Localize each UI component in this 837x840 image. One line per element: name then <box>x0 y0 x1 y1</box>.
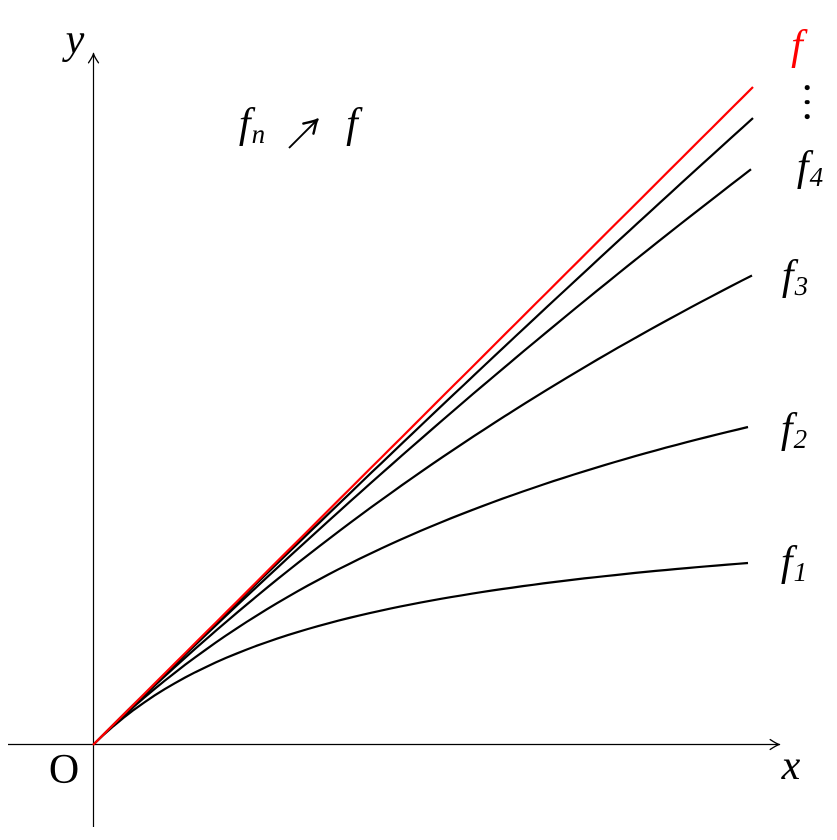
nearrow-icon <box>288 118 319 149</box>
annotation-fn-base: f <box>238 101 251 147</box>
curve-label-f2: f2 <box>780 406 807 452</box>
curve-label-f3: f3 <box>781 253 808 299</box>
x-axis-label: x <box>782 745 801 787</box>
x-axis-label-text: x <box>781 743 801 789</box>
curve-label-f2-base: f <box>780 406 793 452</box>
curves-group <box>92 86 754 746</box>
vdots-icon <box>804 85 810 119</box>
curve-label-f4-sub: 4 <box>809 161 824 192</box>
curve-label-f: f <box>791 25 803 67</box>
curve-f_limit <box>92 86 754 746</box>
curve-f2 <box>92 425 749 746</box>
annotation-limit-text: f <box>346 101 358 147</box>
curve-label-f4-base: f <box>796 144 809 190</box>
curve-label-f1: f1 <box>780 539 807 585</box>
y-axis-label: y <box>66 19 85 61</box>
curve-label-f3-sub: 3 <box>794 270 809 301</box>
annotation-fn-sub: n <box>251 118 266 149</box>
origin-label-text: O <box>48 747 80 793</box>
curve-label-f1-sub: 1 <box>793 556 808 587</box>
curve-f3 <box>92 274 753 746</box>
curve-label-f3-base: f <box>781 253 794 299</box>
curve-f1 <box>92 561 749 746</box>
curve-label-f4: f4 <box>796 144 823 190</box>
curve-label-f-text: f <box>791 23 803 69</box>
curve-label-f2-sub: 2 <box>793 423 808 454</box>
curve-f4 <box>92 168 752 746</box>
annotation-limit: f <box>346 103 358 145</box>
curve-label-f1-base: f <box>780 539 793 585</box>
origin-label: O <box>49 749 79 791</box>
y-axis-label-text: y <box>65 17 85 63</box>
annotation-fn: fn <box>238 101 265 147</box>
